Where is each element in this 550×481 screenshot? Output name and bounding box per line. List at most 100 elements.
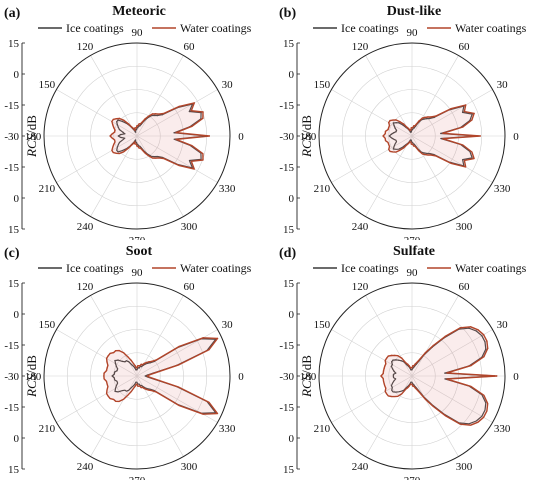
- data-point: [132, 365, 135, 367]
- series-line-water: [109, 102, 210, 170]
- radial-tick-label: 0: [289, 193, 295, 205]
- data-point: [395, 131, 397, 133]
- data-point: [111, 375, 113, 377]
- data-point: [147, 115, 150, 118]
- angle-tick-label: 60: [184, 41, 196, 53]
- data-point: [392, 375, 395, 377]
- data-point: [389, 119, 391, 122]
- data-point: [398, 359, 400, 361]
- angle-tick-label: 300: [181, 221, 198, 233]
- data-point: [444, 335, 446, 338]
- angle-tick-label: 300: [181, 461, 198, 473]
- data-point: [387, 355, 389, 357]
- radial-tick-label: 0: [289, 69, 295, 81]
- data-point: [138, 123, 140, 125]
- polar-grid: [319, 283, 505, 469]
- angle-tick-label: 0: [513, 371, 519, 383]
- data-point: [395, 372, 397, 374]
- data-point: [188, 110, 191, 113]
- outer-circle: [43, 282, 231, 470]
- data-point: [131, 364, 133, 366]
- angle-tick-label: 120: [77, 281, 94, 293]
- data-point: [398, 122, 400, 124]
- series-line-water: [380, 326, 498, 426]
- data-point: [409, 367, 412, 369]
- data-point: [395, 122, 397, 124]
- angle-tick-label: 240: [352, 221, 369, 233]
- data-point: [410, 127, 412, 129]
- data-point: [427, 116, 429, 118]
- data-point: [481, 335, 483, 337]
- data-point: [390, 133, 393, 135]
- data-point: [401, 357, 403, 359]
- angle-tick-label: 60: [184, 281, 196, 293]
- radial-tick-label: -30: [279, 131, 294, 143]
- radial-tick-label: 15: [283, 278, 295, 290]
- data-point: [131, 126, 133, 128]
- data-point: [406, 126, 408, 128]
- data-point: [208, 135, 210, 137]
- grid-spoke: [331, 89, 413, 137]
- series-points: [109, 102, 210, 137]
- data-point: [134, 129, 136, 131]
- panel-label: (a): [4, 6, 21, 21]
- angle-tick-label: 300: [456, 461, 473, 473]
- radial-tick-label: 15: [283, 464, 295, 476]
- data-point: [118, 117, 121, 120]
- angle-tick-label: 210: [39, 183, 56, 195]
- data-point: [477, 329, 479, 331]
- grid-spoke: [411, 375, 493, 423]
- data-point: [107, 364, 109, 367]
- radial-tick-label: 15: [8, 464, 20, 476]
- polar-grid: [44, 283, 230, 469]
- legend-entry: Water coatings: [455, 261, 527, 275]
- data-point: [115, 350, 117, 352]
- angle-tick-label: 30: [222, 79, 234, 91]
- data-point: [158, 113, 160, 115]
- data-point: [442, 132, 444, 134]
- data-point: [111, 133, 114, 135]
- data-point: [134, 131, 137, 133]
- data-point: [122, 352, 125, 354]
- polar-panel-2: (b) Dust-like Ice coatings Water coatings 0 3…: [279, 4, 527, 240]
- data-point: [402, 124, 404, 126]
- grid-spoke: [136, 55, 184, 137]
- radial-tick-label: -15: [4, 100, 19, 112]
- polar-panel-4: (d) Sulfate Ice coatings Water coatings 0 30 6…: [279, 244, 527, 480]
- radial-tick-label: 0: [14, 433, 20, 445]
- data-point: [105, 369, 108, 372]
- grid-spoke: [56, 135, 138, 183]
- data-point: [216, 337, 219, 340]
- data-point: [407, 363, 409, 365]
- legend-entry: Water coatings: [180, 261, 252, 275]
- radial-tick-label: 15: [283, 38, 295, 50]
- data-point: [149, 362, 151, 364]
- data-point: [136, 125, 138, 127]
- angle-tick-label: 210: [314, 423, 331, 435]
- data-point: [486, 340, 488, 342]
- data-point: [116, 368, 119, 370]
- angle-tick-label: 150: [39, 319, 56, 331]
- outer-circle: [43, 42, 231, 230]
- grid-spoke: [56, 89, 138, 137]
- chart-title: Meteoric: [112, 4, 166, 19]
- radial-tick-label: -15: [4, 402, 19, 414]
- data-point: [124, 361, 126, 363]
- grid-spoke: [365, 135, 413, 217]
- data-point: [428, 117, 431, 120]
- angle-tick-label: 270: [404, 475, 421, 480]
- data-point: [117, 126, 120, 128]
- data-point: [395, 359, 397, 361]
- data-point: [113, 373, 116, 375]
- data-point: [145, 361, 148, 364]
- radial-tick-label: 0: [14, 193, 20, 205]
- data-point: [414, 363, 416, 365]
- legend-entry: Ice coatings: [66, 261, 124, 275]
- angle-tick-label: 60: [459, 281, 471, 293]
- data-point: [125, 360, 128, 362]
- legend: Ice coatings Water coatings: [38, 261, 252, 275]
- data-point: [153, 114, 155, 117]
- data-point: [118, 128, 121, 131]
- data-point: [112, 123, 114, 126]
